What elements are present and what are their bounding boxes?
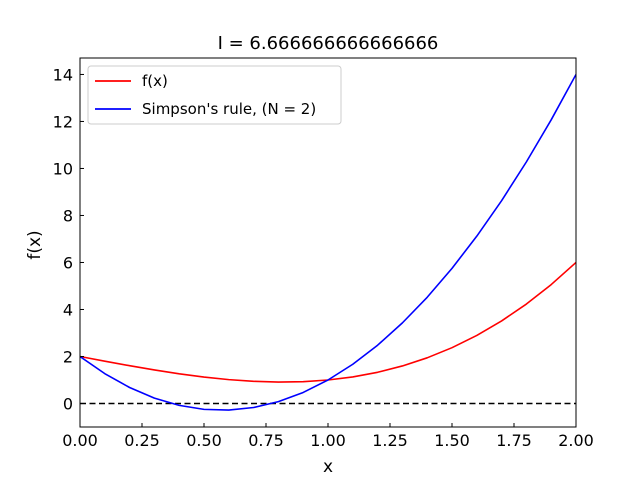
legend-label-2: Simpson's rule, (N = 2) bbox=[142, 100, 316, 118]
y-tick-label: 2 bbox=[63, 347, 73, 366]
x-tick-label: 0.25 bbox=[124, 431, 160, 450]
x-tick-label: 1.50 bbox=[434, 431, 470, 450]
x-tick-label: 0.50 bbox=[186, 431, 222, 450]
legend-box bbox=[87, 65, 342, 125]
x-tick-label: 1.75 bbox=[496, 431, 532, 450]
y-tick-label: 14 bbox=[53, 65, 73, 84]
y-tick-label: 6 bbox=[63, 253, 73, 272]
legend-label-1: f(x) bbox=[142, 72, 168, 90]
x-tick-label: 1.25 bbox=[372, 431, 408, 450]
legend: f(x) Simpson's rule, (N = 2) bbox=[87, 65, 342, 125]
chart-title: I = 6.666666666666666 bbox=[218, 33, 439, 54]
y-tick-label: 10 bbox=[53, 159, 73, 178]
y-tick-label: 0 bbox=[63, 394, 73, 413]
x-axis-label: x bbox=[323, 457, 333, 477]
x-tick-label: 0.75 bbox=[248, 431, 284, 450]
series-group bbox=[80, 74, 576, 411]
series-line-2 bbox=[80, 74, 576, 411]
series-line-1 bbox=[80, 261, 576, 383]
x-tick-label: 0.00 bbox=[62, 431, 98, 450]
y-tick-label: 8 bbox=[63, 206, 73, 225]
y-tick-label: 4 bbox=[63, 300, 73, 319]
y-axis-label: f(x) bbox=[25, 230, 45, 259]
x-tick-label: 2.00 bbox=[558, 431, 594, 450]
y-tick-label: 12 bbox=[53, 112, 73, 131]
plot-area: 0.00 0.25 0.50 0.75 1.00 1.25 1.50 1.75 2.00 0 2 4 6… bbox=[53, 57, 594, 450]
x-tick-label: 1.00 bbox=[310, 431, 346, 450]
